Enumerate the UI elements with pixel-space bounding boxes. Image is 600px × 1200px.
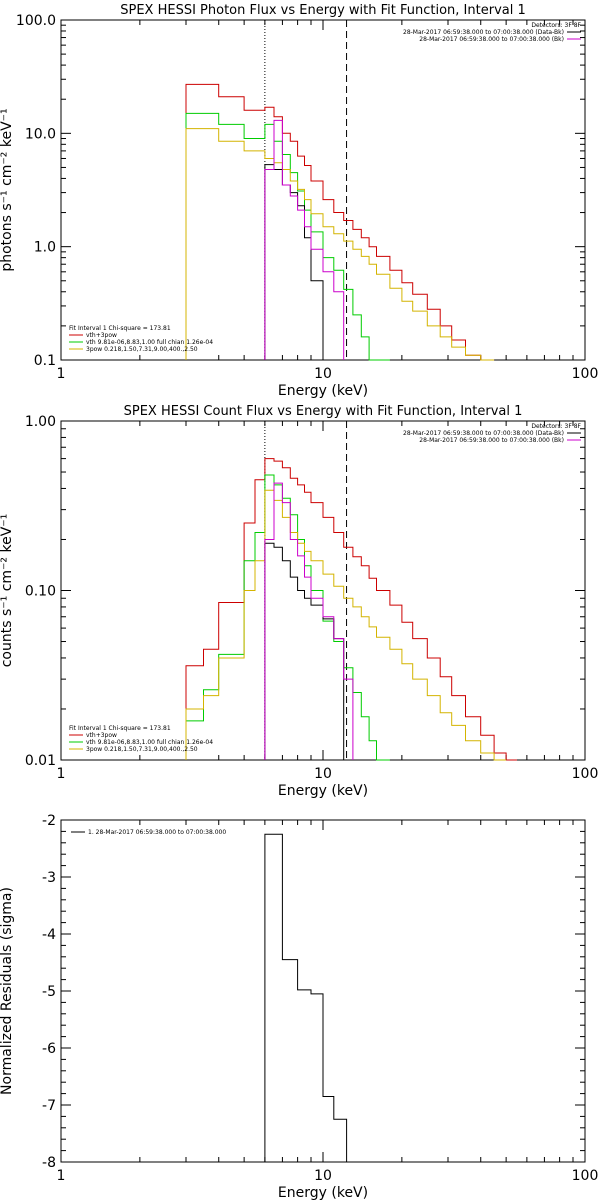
fit-legend-header: Fit Interval 1 Chi-square = 173.81	[69, 325, 171, 332]
x-tick-label: 100	[572, 1168, 599, 1184]
chart-title: SPEX HESSI Count Flux vs Energy with Fit…	[124, 404, 523, 419]
y-tick-label: 0.01	[25, 753, 56, 769]
y-tick-label: 1.0	[34, 240, 56, 256]
y-tick-label: 0.10	[25, 584, 56, 600]
fit-legend-entry: vth+3pow	[86, 332, 117, 339]
y-tick-label: -2	[42, 813, 56, 829]
x-axis-label: Energy (keV)	[278, 1185, 368, 1200]
x-tick-label: 1	[57, 766, 66, 782]
series-3pow	[185, 128, 495, 361]
fit-legend-entry: vth 9.81e-06,8.83,1.00 full chian 1.26e-…	[86, 339, 213, 346]
series-vth-3pow	[185, 458, 517, 761]
y-tick-label: -5	[42, 984, 56, 1000]
chart-title: SPEX HESSI Photon Flux vs Energy with Fi…	[120, 3, 526, 18]
y-tick-label: -3	[42, 870, 56, 886]
legend-entry: 1. 28-Mar-2017 06:59:38.000 to 07:00:38.…	[88, 829, 226, 836]
x-tick-label: 10	[314, 366, 332, 382]
legend-header: Detectors: 3F 8F	[531, 22, 581, 29]
legend-entry: 28-Mar-2017 06:59:38.000 to 07:00:38.000…	[403, 430, 564, 437]
legend-entry: 28-Mar-2017 06:59:38.000 to 07:00:38.000…	[419, 36, 564, 43]
y-tick-label: -7	[42, 1098, 56, 1114]
series-bk	[264, 119, 345, 360]
y-tick-label: -6	[42, 1041, 56, 1057]
x-axis-label: Energy (keV)	[278, 783, 368, 799]
chart-panel-3: 1 10 100 -8 -7 -6 -5 -4 -3 -2 Energy (keV) Normaliz…	[0, 813, 598, 1200]
fit-legend-entry: vth+3pow	[86, 732, 117, 739]
x-axis-label: Energy (keV)	[278, 383, 368, 399]
legend-entry: 28-Mar-2017 06:59:38.000 to 07:00:38.000…	[419, 437, 564, 444]
y-tick-label: 100.0	[16, 13, 56, 29]
series-data-bk	[264, 542, 353, 761]
fit-legend-entry: 3pow 0.218,1.50,7.31,9.00,400.,2.50	[86, 346, 198, 353]
x-tick-label: 100	[572, 366, 599, 382]
y-axis-label: photons s⁻¹ cm⁻² keV⁻¹	[0, 108, 15, 271]
chart-panel-2: SPEX HESSI Count Flux vs Energy with Fit…	[0, 404, 598, 799]
series-data-bk	[264, 164, 324, 360]
legend-header: Detectors: 3F 8F	[531, 423, 581, 430]
series-vth	[185, 112, 390, 361]
plot-frame	[60, 819, 586, 1163]
series-3pow	[185, 489, 507, 761]
series-residuals	[264, 833, 348, 1162]
y-tick-label: 0.1	[34, 353, 56, 369]
series-bk	[264, 482, 354, 760]
y-tick-label: 10.0	[25, 126, 56, 142]
fit-legend-header: Fit Interval 1 Chi-square = 173.81	[69, 725, 171, 732]
fit-legend-entry: 3pow 0.218,1.50,7.31,9.00,400.,2.50	[86, 746, 198, 753]
series-vth-3pow	[185, 83, 495, 361]
x-tick-label: 10	[314, 1168, 332, 1184]
x-tick-label: 1	[57, 366, 66, 382]
x-tick-label: 100	[572, 766, 599, 782]
y-tick-label: 1.00	[25, 414, 56, 430]
y-axis-label: Normalized Residuals (sigma)	[0, 887, 15, 1095]
x-tick-label: 1	[57, 1168, 66, 1184]
fit-legend-entry: vth 9.81e-06,8.83,1.00 full chian 1.26e-…	[86, 739, 213, 746]
y-tick-label: -8	[42, 1155, 56, 1171]
legend-entry: 28-Mar-2017 06:59:38.000 to 07:00:38.000…	[403, 29, 564, 36]
y-tick-label: -4	[42, 927, 56, 943]
y-axis-label: counts s⁻¹ cm⁻² keV⁻¹	[0, 514, 15, 668]
x-tick-label: 10	[314, 766, 332, 782]
chart-panel-1: SPEX HESSI Photon Flux vs Energy with Fi…	[0, 3, 598, 399]
